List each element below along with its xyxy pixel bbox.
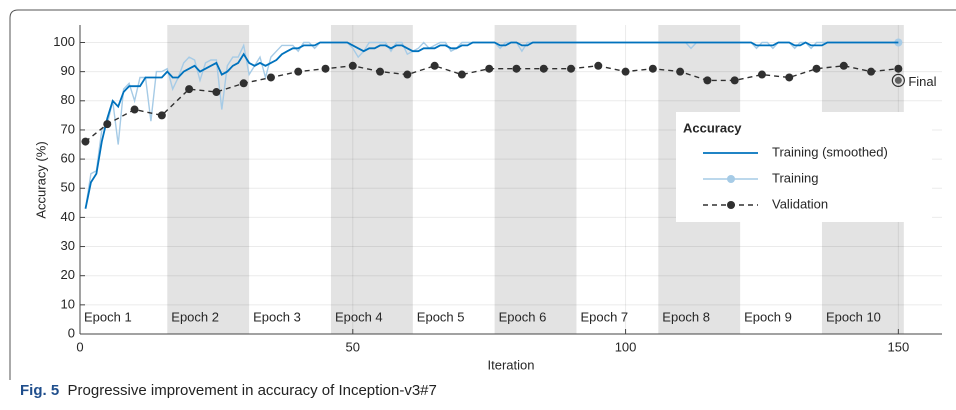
x-tick-label: 100 [615,339,637,354]
y-tick-label: 40 [61,209,75,224]
data-point [512,64,521,73]
legend-box [676,112,932,222]
epoch-label: Epoch 4 [335,309,383,324]
data-point [621,67,630,76]
y-tick-label: 30 [61,238,75,253]
final-marker [894,76,902,84]
y-tick-label: 70 [61,121,75,136]
epoch-label: Epoch 7 [580,309,628,324]
data-point [239,79,248,88]
data-point [157,111,166,120]
data-point [757,70,766,79]
series-line [84,41,899,209]
caption-label: Fig. 5 [20,382,60,399]
data-point [539,64,548,73]
caption: Fig. 5 Progressive improvement in accura… [20,382,437,399]
legend-title: Accuracy [683,120,742,135]
y-tick-label: 20 [61,267,75,282]
epoch-label: Epoch 3 [253,309,301,324]
x-axis-label: Iteration [488,357,535,372]
epoch-label: Epoch 9 [744,309,792,324]
data-point [81,137,90,146]
y-tick-label: 10 [61,296,75,311]
data-point [894,64,903,73]
y-tick-label: 80 [61,92,75,107]
x-tick-label: 0 [76,339,83,354]
data-point [648,64,657,73]
data-point [730,76,739,85]
caption-text: Progressive improvement in accuracy of I… [67,382,437,399]
data-point [266,73,275,82]
y-tick-label: 90 [61,63,75,78]
epoch-label: Epoch 8 [662,309,710,324]
data-point [867,67,876,76]
data-point [185,85,194,94]
data-point [594,61,603,70]
final-label: Final [908,74,936,89]
data-point [676,67,685,76]
data-point [212,88,221,97]
data-point [403,70,412,79]
data-point [348,61,357,70]
data-point [567,64,576,73]
data-point [703,76,712,85]
final-marker-ring [891,73,905,87]
epoch-band [167,25,250,334]
data-point [103,120,112,129]
x-tick-label: 150 [888,339,910,354]
data-point [376,67,385,76]
y-tick-label: 60 [61,151,75,166]
data-point [430,61,439,70]
data-point [839,61,848,70]
epoch-label: Epoch 10 [826,309,881,324]
data-point [457,70,466,79]
epoch-band [494,25,577,334]
epoch-label: Epoch 6 [499,309,547,324]
data-point [294,67,303,76]
legend-marker [727,201,735,209]
epoch-label: Epoch 1 [84,309,132,324]
chart: Iteration Accuracy (%) Epoch 1 Epoch 2 Epo… [9,9,956,380]
y-tick-label: 100 [53,34,75,49]
frame [9,9,956,380]
data-point [812,64,821,73]
y-tick-label: 50 [61,180,75,195]
data-point [785,73,794,82]
y-tick-label: 0 [68,325,75,340]
data-point [485,64,494,73]
legend-label: Validation [772,196,828,211]
y-axis-label: Accuracy (%) [33,141,48,218]
legend-label: Training (smoothed) [772,144,888,159]
epoch-label: Epoch 2 [171,309,219,324]
epoch-label: Epoch 5 [417,309,465,324]
legend-label: Training [772,170,818,185]
data-point [321,64,330,73]
legend-marker [727,175,735,183]
epoch-band [330,25,413,334]
data-point [130,105,139,114]
x-tick-label: 50 [346,339,360,354]
